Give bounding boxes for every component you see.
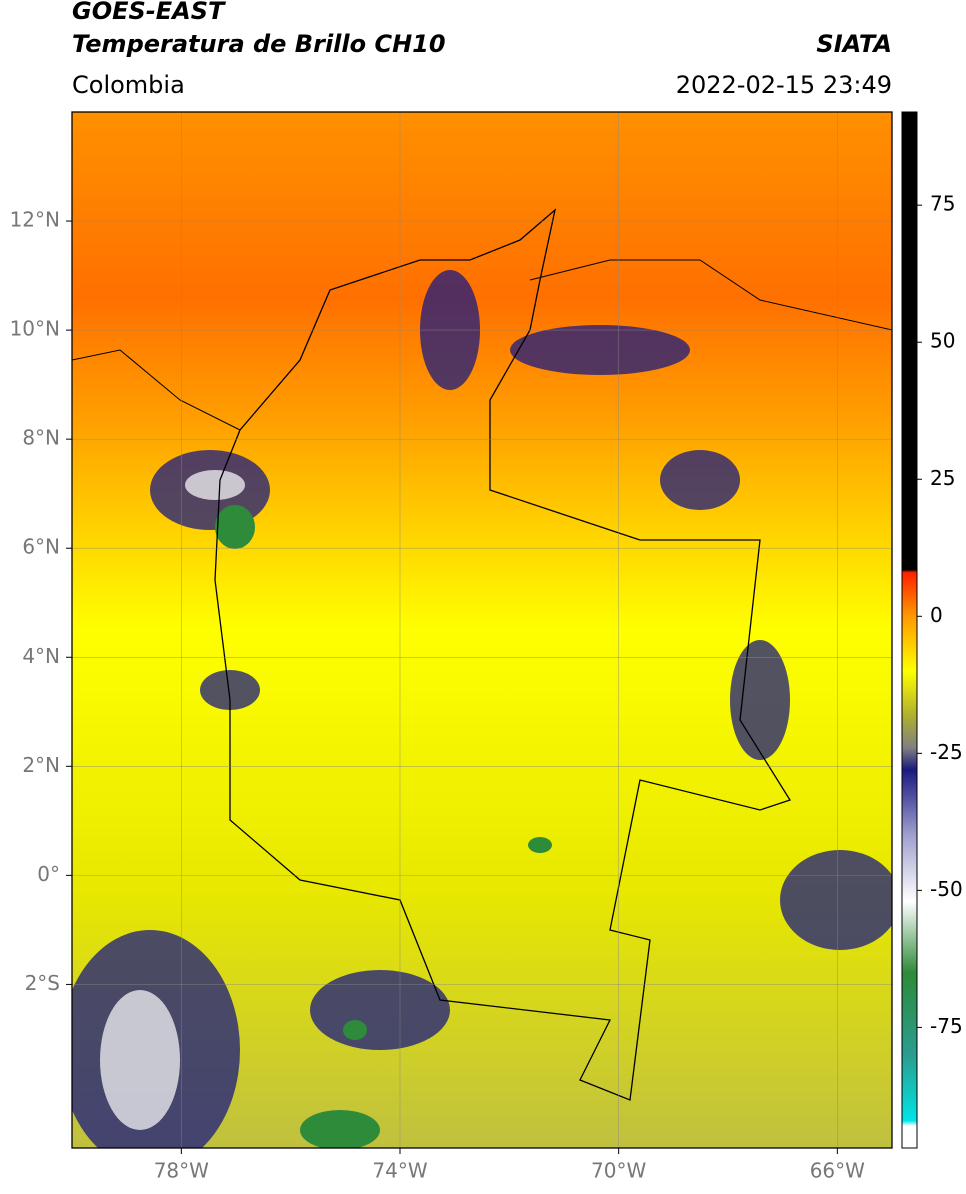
y-tick-label: 0° (37, 862, 60, 886)
colorbar-tick-label: 25 (930, 466, 955, 490)
colorbar-tick-label: 50 (930, 329, 955, 353)
y-tick-label: 8°N (22, 426, 60, 450)
y-tick-label: 10°N (10, 317, 60, 341)
colorbar-tick-label: 75 (930, 192, 955, 216)
colorbar-tick-label: -75 (930, 1014, 963, 1038)
region: Colombia (72, 71, 185, 99)
colorbar (901, 111, 918, 1149)
y-tick-label: 6°N (22, 535, 60, 559)
y-tick-label: 2°S (25, 971, 60, 995)
colorbar-tick-label: 0 (930, 603, 943, 627)
y-tick-label: 12°N (10, 208, 60, 232)
x-tick-label: 74°W (372, 1159, 427, 1183)
x-tick-label: 70°W (591, 1159, 646, 1183)
y-tick-label: 2°N (22, 753, 60, 777)
x-tick-label: 78°W (154, 1159, 209, 1183)
datetime: 2022-02-15 23:49 (676, 71, 892, 99)
map-image (72, 112, 892, 1148)
x-tick-label: 66°W (810, 1159, 865, 1183)
title-line2: Temperatura de Brillo CH10 (72, 30, 446, 58)
colorbar-tick-label: -50 (930, 877, 963, 901)
source: SIATA (816, 30, 892, 58)
title-line1: GOES-EAST (72, 0, 226, 25)
map-frame (71, 111, 893, 1149)
y-tick-label: 4°N (22, 644, 60, 668)
colorbar-tick-label: -25 (930, 740, 963, 764)
